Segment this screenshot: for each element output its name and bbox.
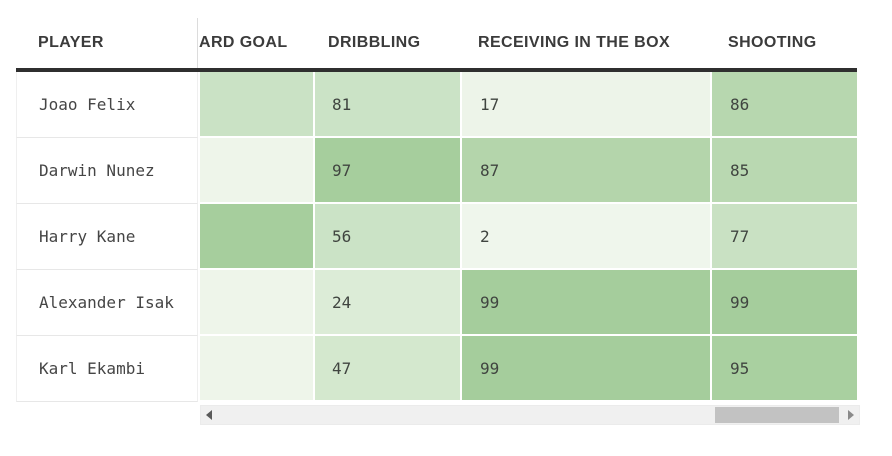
- stat-cell-dribbling: 97: [315, 138, 462, 204]
- column-header-shooting: SHOOTING: [728, 34, 817, 51]
- stat-cell-receiving-in-the-box: 99: [462, 336, 712, 402]
- scroll-left-button[interactable]: [201, 406, 217, 424]
- stat-cell-shooting: 95: [712, 336, 857, 402]
- stat-cell-receiving-in-the-box: 2: [462, 204, 712, 270]
- column-header-ard-goal: ARD GOAL: [199, 34, 288, 51]
- stat-cell-ard-goal: [200, 138, 315, 204]
- table-row: Karl Ekambi 47 99 95: [16, 336, 857, 402]
- stat-cell-dribbling: 24: [315, 270, 462, 336]
- frozen-column-divider: [198, 138, 200, 204]
- column-header-receiving-in-the-box: RECEIVING IN THE BOX: [478, 34, 671, 51]
- stat-cell-shooting: 77: [712, 204, 857, 270]
- stat-cell-shooting: 99: [712, 270, 857, 336]
- player-name: Darwin Nunez: [16, 138, 198, 204]
- frozen-column-divider: [198, 204, 200, 270]
- stat-cell-ard-goal: [200, 72, 315, 138]
- player-name: Harry Kane: [16, 204, 198, 270]
- stat-cell-dribbling: 56: [315, 204, 462, 270]
- frozen-column-divider: [198, 72, 200, 138]
- player-name: Joao Felix: [16, 72, 198, 138]
- table-row: Alexander Isak 24 99 99: [16, 270, 857, 336]
- stat-cell-receiving-in-the-box: 17: [462, 72, 712, 138]
- scrollbar-thumb[interactable]: [715, 407, 839, 423]
- scroll-left-arrow-icon: [206, 410, 212, 420]
- stat-cell-ard-goal: [200, 204, 315, 270]
- table-row: Joao Felix 81 17 86: [16, 72, 857, 138]
- scroll-right-arrow-icon: [848, 410, 854, 420]
- table-body: Joao Felix 81 17 86 Darwin Nunez 97 87 8…: [16, 72, 857, 402]
- frozen-column-divider: [198, 336, 200, 402]
- player-stats-table: PLAYER ARD GOAL DRIBBLING RECEIVING IN T…: [16, 18, 857, 402]
- player-name: Alexander Isak: [16, 270, 198, 336]
- player-name: Karl Ekambi: [16, 336, 198, 402]
- stat-cell-receiving-in-the-box: 99: [462, 270, 712, 336]
- stat-cell-ard-goal: [200, 270, 315, 336]
- column-header-player: PLAYER: [16, 18, 198, 68]
- table-row: Darwin Nunez 97 87 85: [16, 138, 857, 204]
- table-header-row: PLAYER ARD GOAL DRIBBLING RECEIVING IN T…: [16, 18, 857, 72]
- stat-cell-receiving-in-the-box: 87: [462, 138, 712, 204]
- stat-cell-dribbling: 47: [315, 336, 462, 402]
- frozen-column-divider: [198, 270, 200, 336]
- stat-cell-shooting: 85: [712, 138, 857, 204]
- stat-cell-dribbling: 81: [315, 72, 462, 138]
- scroll-right-button[interactable]: [843, 406, 859, 424]
- horizontal-scrollbar[interactable]: [200, 405, 860, 425]
- table-row: Harry Kane 56 2 77: [16, 204, 857, 270]
- column-header-dribbling: DRIBBLING: [328, 34, 421, 51]
- stat-cell-ard-goal: [200, 336, 315, 402]
- stat-cell-shooting: 86: [712, 72, 857, 138]
